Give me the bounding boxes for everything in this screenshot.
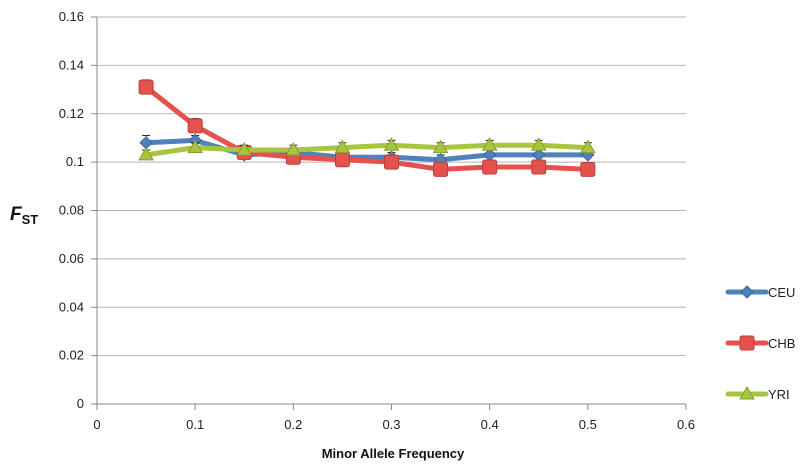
x-tick-label: 0.3 bbox=[382, 417, 400, 432]
x-tick-label: 0.1 bbox=[186, 417, 204, 432]
x-tick-labels: 0 0.1 0.2 0.3 0.4 0.5 0.6 bbox=[93, 417, 695, 432]
y-tick-labels: 0 0.02 0.04 0.06 0.08 0.1 0.12 0.14 0.16 bbox=[59, 9, 84, 411]
legend-marker-ceu bbox=[740, 285, 754, 299]
data-point-chb bbox=[138, 79, 154, 95]
legend-marker-chb bbox=[739, 335, 755, 351]
legend-label-yri: YRI bbox=[768, 387, 790, 402]
data-point-chb bbox=[433, 161, 449, 177]
x-tick-label: 0.6 bbox=[677, 417, 695, 432]
x-tick-label: 0.4 bbox=[481, 417, 499, 432]
gridlines bbox=[97, 16, 686, 357]
data-point-yri bbox=[285, 142, 302, 156]
data-point-yri bbox=[432, 139, 449, 154]
y-tick-label: 0.08 bbox=[59, 203, 84, 218]
y-axis-title: FST bbox=[10, 204, 38, 227]
data-point-yri bbox=[138, 146, 154, 161]
y-tick-label: 0.04 bbox=[59, 299, 84, 314]
data-point-yri bbox=[530, 137, 547, 151]
legend: CEU CHB YRI bbox=[725, 285, 795, 402]
y-tick-label: 0.12 bbox=[59, 106, 84, 121]
x-axis-title: Minor Allele Frequency bbox=[322, 446, 465, 461]
data-point-yri bbox=[187, 139, 204, 154]
data-point-chb bbox=[384, 154, 399, 170]
axes bbox=[91, 16, 687, 410]
y-tick-label: 0.06 bbox=[59, 251, 84, 266]
y-tick-label: 0.1 bbox=[66, 154, 84, 169]
y-tick-label: 0.14 bbox=[59, 57, 84, 72]
x-tick-label: 0 bbox=[93, 417, 100, 432]
data-point-yri bbox=[383, 137, 400, 151]
data-point-chb bbox=[187, 118, 203, 134]
data-point-yri bbox=[579, 139, 596, 154]
data-point-yri bbox=[236, 142, 253, 156]
series-yri bbox=[138, 137, 596, 161]
legend-marker-yri bbox=[739, 386, 755, 400]
x-tick-label: 0.5 bbox=[579, 417, 597, 432]
series-layer bbox=[138, 79, 596, 177]
series-line-yri bbox=[143, 142, 591, 158]
data-point-yri bbox=[481, 137, 498, 151]
y-tick-label: 0 bbox=[77, 396, 84, 411]
data-point-chb bbox=[334, 152, 350, 168]
y-axis-title-sub: ST bbox=[22, 212, 39, 227]
data-point-yri bbox=[334, 139, 351, 154]
legend-label-ceu: CEU bbox=[768, 285, 795, 300]
legend-label-chb: CHB bbox=[768, 336, 795, 351]
series-line-chb bbox=[143, 84, 591, 172]
y-tick-label: 0.16 bbox=[59, 9, 84, 24]
legend-item-chb: CHB bbox=[725, 335, 795, 351]
data-point-chb bbox=[531, 159, 547, 175]
data-point-chb bbox=[580, 161, 596, 177]
y-tick-label: 0.02 bbox=[59, 348, 84, 363]
data-point-chb bbox=[482, 159, 498, 175]
y-axis-title-main: F bbox=[10, 204, 23, 225]
x-tick-label: 0.2 bbox=[284, 417, 302, 432]
legend-item-ceu: CEU bbox=[725, 285, 795, 300]
legend-item-yri: YRI bbox=[725, 386, 790, 402]
